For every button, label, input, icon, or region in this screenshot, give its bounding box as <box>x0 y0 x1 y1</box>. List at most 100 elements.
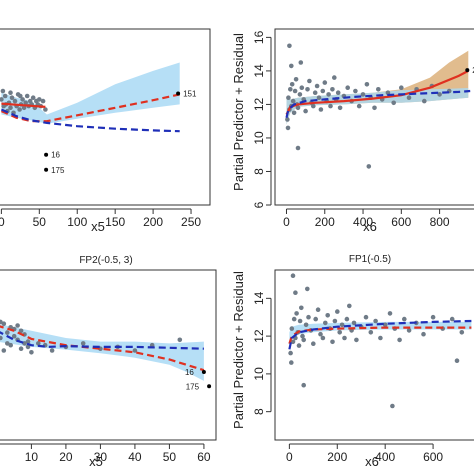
red-dashed-line <box>0 93 180 123</box>
data-point <box>376 87 381 92</box>
data-point <box>372 105 377 111</box>
data-point <box>373 318 378 324</box>
y-tick-label: 14 <box>252 64 266 78</box>
data-point <box>335 90 341 95</box>
data-point <box>300 333 305 339</box>
labeled-point <box>44 167 49 172</box>
confidence-band <box>1 62 180 124</box>
data-point <box>459 330 465 335</box>
data-point <box>307 78 312 84</box>
data-point <box>17 107 22 112</box>
y-tick-label: 10 <box>252 367 266 381</box>
data-point <box>332 75 337 80</box>
data-point <box>305 87 310 92</box>
x-tick-label: 600 <box>423 450 443 464</box>
data-point <box>320 88 326 94</box>
x-tick-label: 200 <box>327 450 347 464</box>
data-point <box>368 330 374 335</box>
data-point <box>9 95 15 100</box>
data-point <box>289 63 294 69</box>
data-point <box>339 322 345 328</box>
data-point <box>8 90 13 95</box>
y-tick-label: 8 <box>252 168 266 175</box>
plot-frame <box>0 269 217 441</box>
data-point <box>290 273 296 279</box>
data-point <box>351 320 357 326</box>
data-point <box>297 318 303 324</box>
confidence-band <box>0 324 204 381</box>
data-point <box>337 330 343 335</box>
data-point <box>306 314 311 320</box>
data-point <box>313 316 319 322</box>
data-point <box>422 98 427 104</box>
data-point <box>354 337 359 343</box>
data-point <box>316 95 322 100</box>
data-point <box>285 125 291 131</box>
y-tick-label: 6 <box>252 201 266 208</box>
data-point <box>406 328 412 333</box>
data-point <box>328 103 333 109</box>
x-axis-label: x6 <box>365 454 379 469</box>
data-point <box>296 343 302 348</box>
data-point <box>291 316 297 322</box>
plot-area: 151 16 175 0 50 100 150 200 250 <box>0 28 211 229</box>
data-point <box>318 107 324 112</box>
data-point <box>311 103 316 109</box>
data-point <box>332 318 338 324</box>
data-point <box>23 100 29 106</box>
data-point <box>18 328 24 334</box>
data-point <box>303 322 309 328</box>
x-axis-label: x5 <box>89 454 103 469</box>
data-point <box>391 100 397 106</box>
x-tick-label: 0 <box>0 215 5 229</box>
y-tick-label: 14 <box>252 291 266 305</box>
labeled-point <box>176 91 181 96</box>
data-point <box>25 344 31 350</box>
data-point <box>378 335 383 341</box>
panel-top-left: 151 16 175 0 50 100 150 200 250 x5 <box>0 28 211 234</box>
point-label: 16 <box>185 368 194 377</box>
data-point <box>364 82 370 87</box>
data-point <box>314 83 320 89</box>
data-point <box>345 85 351 90</box>
data-point <box>288 87 293 92</box>
x-tick-label: 30 <box>94 450 108 464</box>
x-tick-label: 600 <box>391 215 411 229</box>
x-tick-label: 0 <box>283 215 290 229</box>
data-point <box>30 95 36 100</box>
data-point <box>347 303 352 309</box>
data-point <box>323 320 328 326</box>
data-point <box>287 43 292 49</box>
data-point <box>289 326 295 331</box>
data-point <box>360 92 366 97</box>
data-point <box>315 307 321 313</box>
x-tick-label: 400 <box>375 450 395 464</box>
data-point <box>285 117 290 122</box>
data-point <box>337 105 343 111</box>
data-point <box>320 335 326 341</box>
data-point <box>5 330 10 335</box>
data-point <box>132 348 138 353</box>
data-point <box>421 331 426 337</box>
data-point <box>37 97 42 102</box>
data-point <box>21 105 27 111</box>
x-tick-label: 40 <box>128 450 142 464</box>
plot-frame <box>274 28 474 206</box>
data-point <box>430 314 436 320</box>
data-point <box>437 92 442 97</box>
labeled-point <box>207 384 212 389</box>
data-point <box>40 98 46 104</box>
data-point <box>330 339 335 345</box>
data-point <box>454 358 460 364</box>
panel-bottom-left: 16 175 0 10 20 30 40 50 60 FP2(-0.5, 3) x5 <box>0 255 217 469</box>
x-tick-label: 800 <box>430 215 450 229</box>
x-tick-label: 150 <box>105 215 125 229</box>
x-tick-label: 20 <box>59 450 73 464</box>
data-point <box>301 382 307 388</box>
data-point <box>12 98 18 104</box>
point-label: 175 <box>186 382 200 391</box>
data-point <box>0 88 6 94</box>
data-point <box>299 85 305 90</box>
data-point <box>0 97 4 102</box>
